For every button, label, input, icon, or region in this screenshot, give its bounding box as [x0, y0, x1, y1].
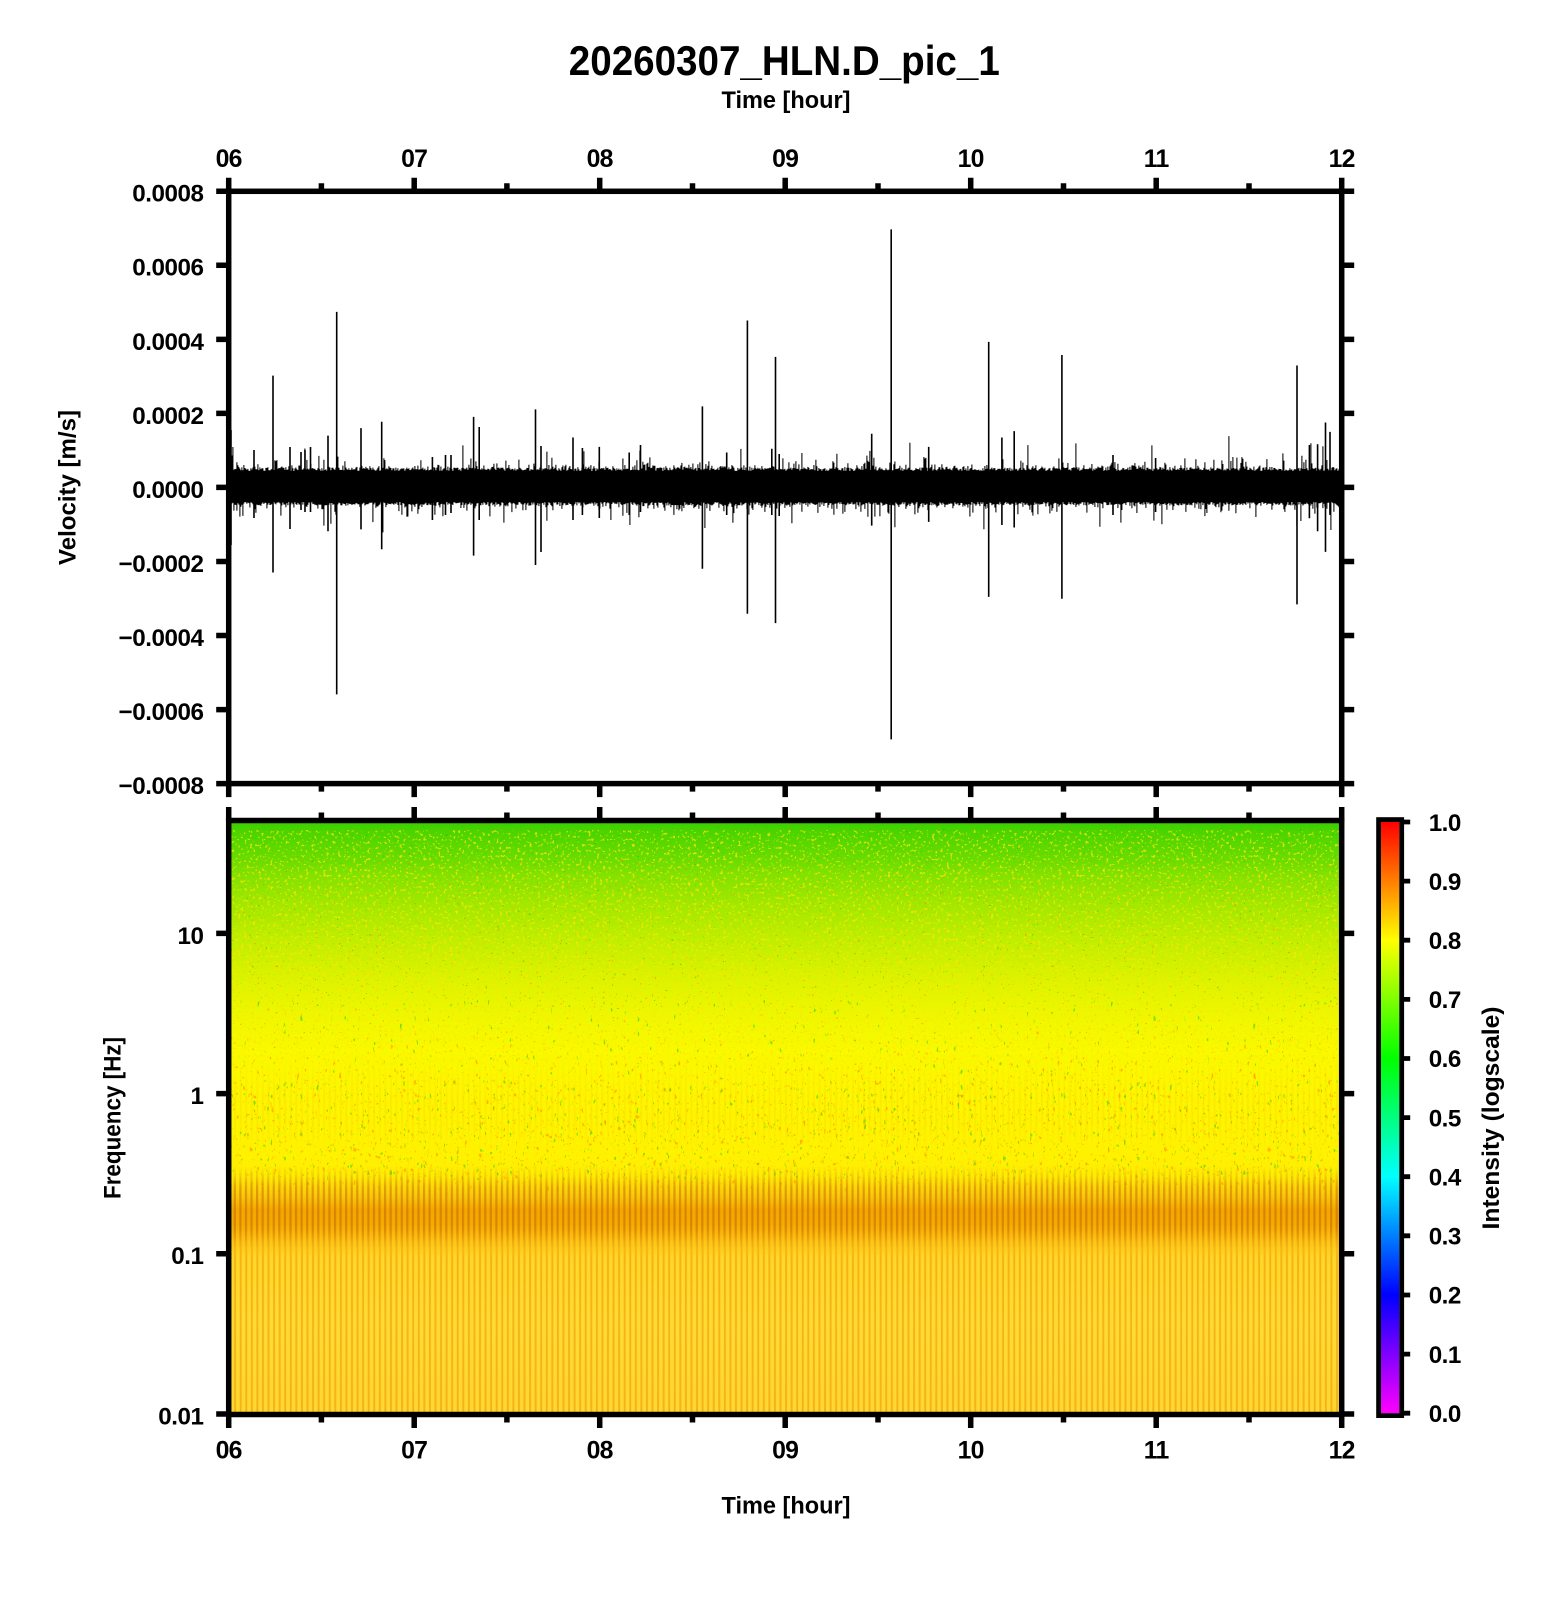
svg-text:Frequency [Hz]: Frequency [Hz]	[100, 1037, 127, 1199]
svg-text:−0.0004: −0.0004	[119, 625, 205, 652]
svg-text:08: 08	[587, 146, 614, 173]
svg-text:Intensity (logscale): Intensity (logscale)	[1478, 1007, 1505, 1230]
svg-text:09: 09	[772, 146, 798, 173]
svg-text:Time [hour]: Time [hour]	[722, 1493, 851, 1520]
svg-text:06: 06	[216, 146, 242, 173]
svg-text:−0.0008: −0.0008	[119, 773, 204, 800]
svg-text:0.0002: 0.0002	[132, 403, 203, 430]
svg-text:11: 11	[1144, 146, 1170, 173]
svg-text:0.1: 0.1	[1429, 1342, 1461, 1369]
svg-text:07: 07	[401, 1437, 427, 1464]
svg-text:0.0008: 0.0008	[132, 181, 203, 208]
svg-text:0.0000: 0.0000	[132, 477, 203, 504]
svg-text:07: 07	[401, 146, 427, 173]
svg-text:0.8: 0.8	[1429, 928, 1461, 955]
svg-text:0.5: 0.5	[1429, 1105, 1461, 1132]
svg-text:0.0004: 0.0004	[132, 329, 204, 356]
svg-text:0.4: 0.4	[1429, 1165, 1462, 1192]
svg-text:0.0006: 0.0006	[132, 255, 203, 282]
svg-text:0.2: 0.2	[1429, 1283, 1461, 1310]
svg-text:10: 10	[958, 1437, 984, 1464]
svg-text:Velocity [m/s]: Velocity [m/s]	[55, 410, 82, 565]
svg-text:0.01: 0.01	[158, 1403, 203, 1430]
svg-text:0.3: 0.3	[1429, 1224, 1461, 1251]
svg-text:1: 1	[190, 1083, 203, 1110]
svg-text:0.6: 0.6	[1429, 1046, 1461, 1073]
svg-text:Time [hour]: Time [hour]	[722, 87, 851, 114]
svg-text:0.1: 0.1	[171, 1243, 203, 1270]
svg-text:09: 09	[772, 1437, 798, 1464]
svg-text:0.9: 0.9	[1429, 869, 1461, 896]
svg-text:1.0: 1.0	[1429, 810, 1461, 837]
svg-text:−0.0002: −0.0002	[119, 551, 204, 578]
svg-text:10: 10	[958, 146, 984, 173]
svg-text:12: 12	[1329, 146, 1355, 173]
svg-text:10: 10	[177, 923, 203, 950]
svg-text:11: 11	[1144, 1437, 1170, 1464]
svg-text:20260307_HLN.D_pic_1: 20260307_HLN.D_pic_1	[569, 37, 1000, 84]
svg-text:12: 12	[1329, 1437, 1355, 1464]
svg-text:−0.0006: −0.0006	[119, 699, 204, 726]
svg-text:0.0: 0.0	[1429, 1401, 1461, 1428]
svg-text:06: 06	[216, 1437, 242, 1464]
svg-text:08: 08	[587, 1437, 614, 1464]
svg-text:0.7: 0.7	[1429, 987, 1461, 1014]
